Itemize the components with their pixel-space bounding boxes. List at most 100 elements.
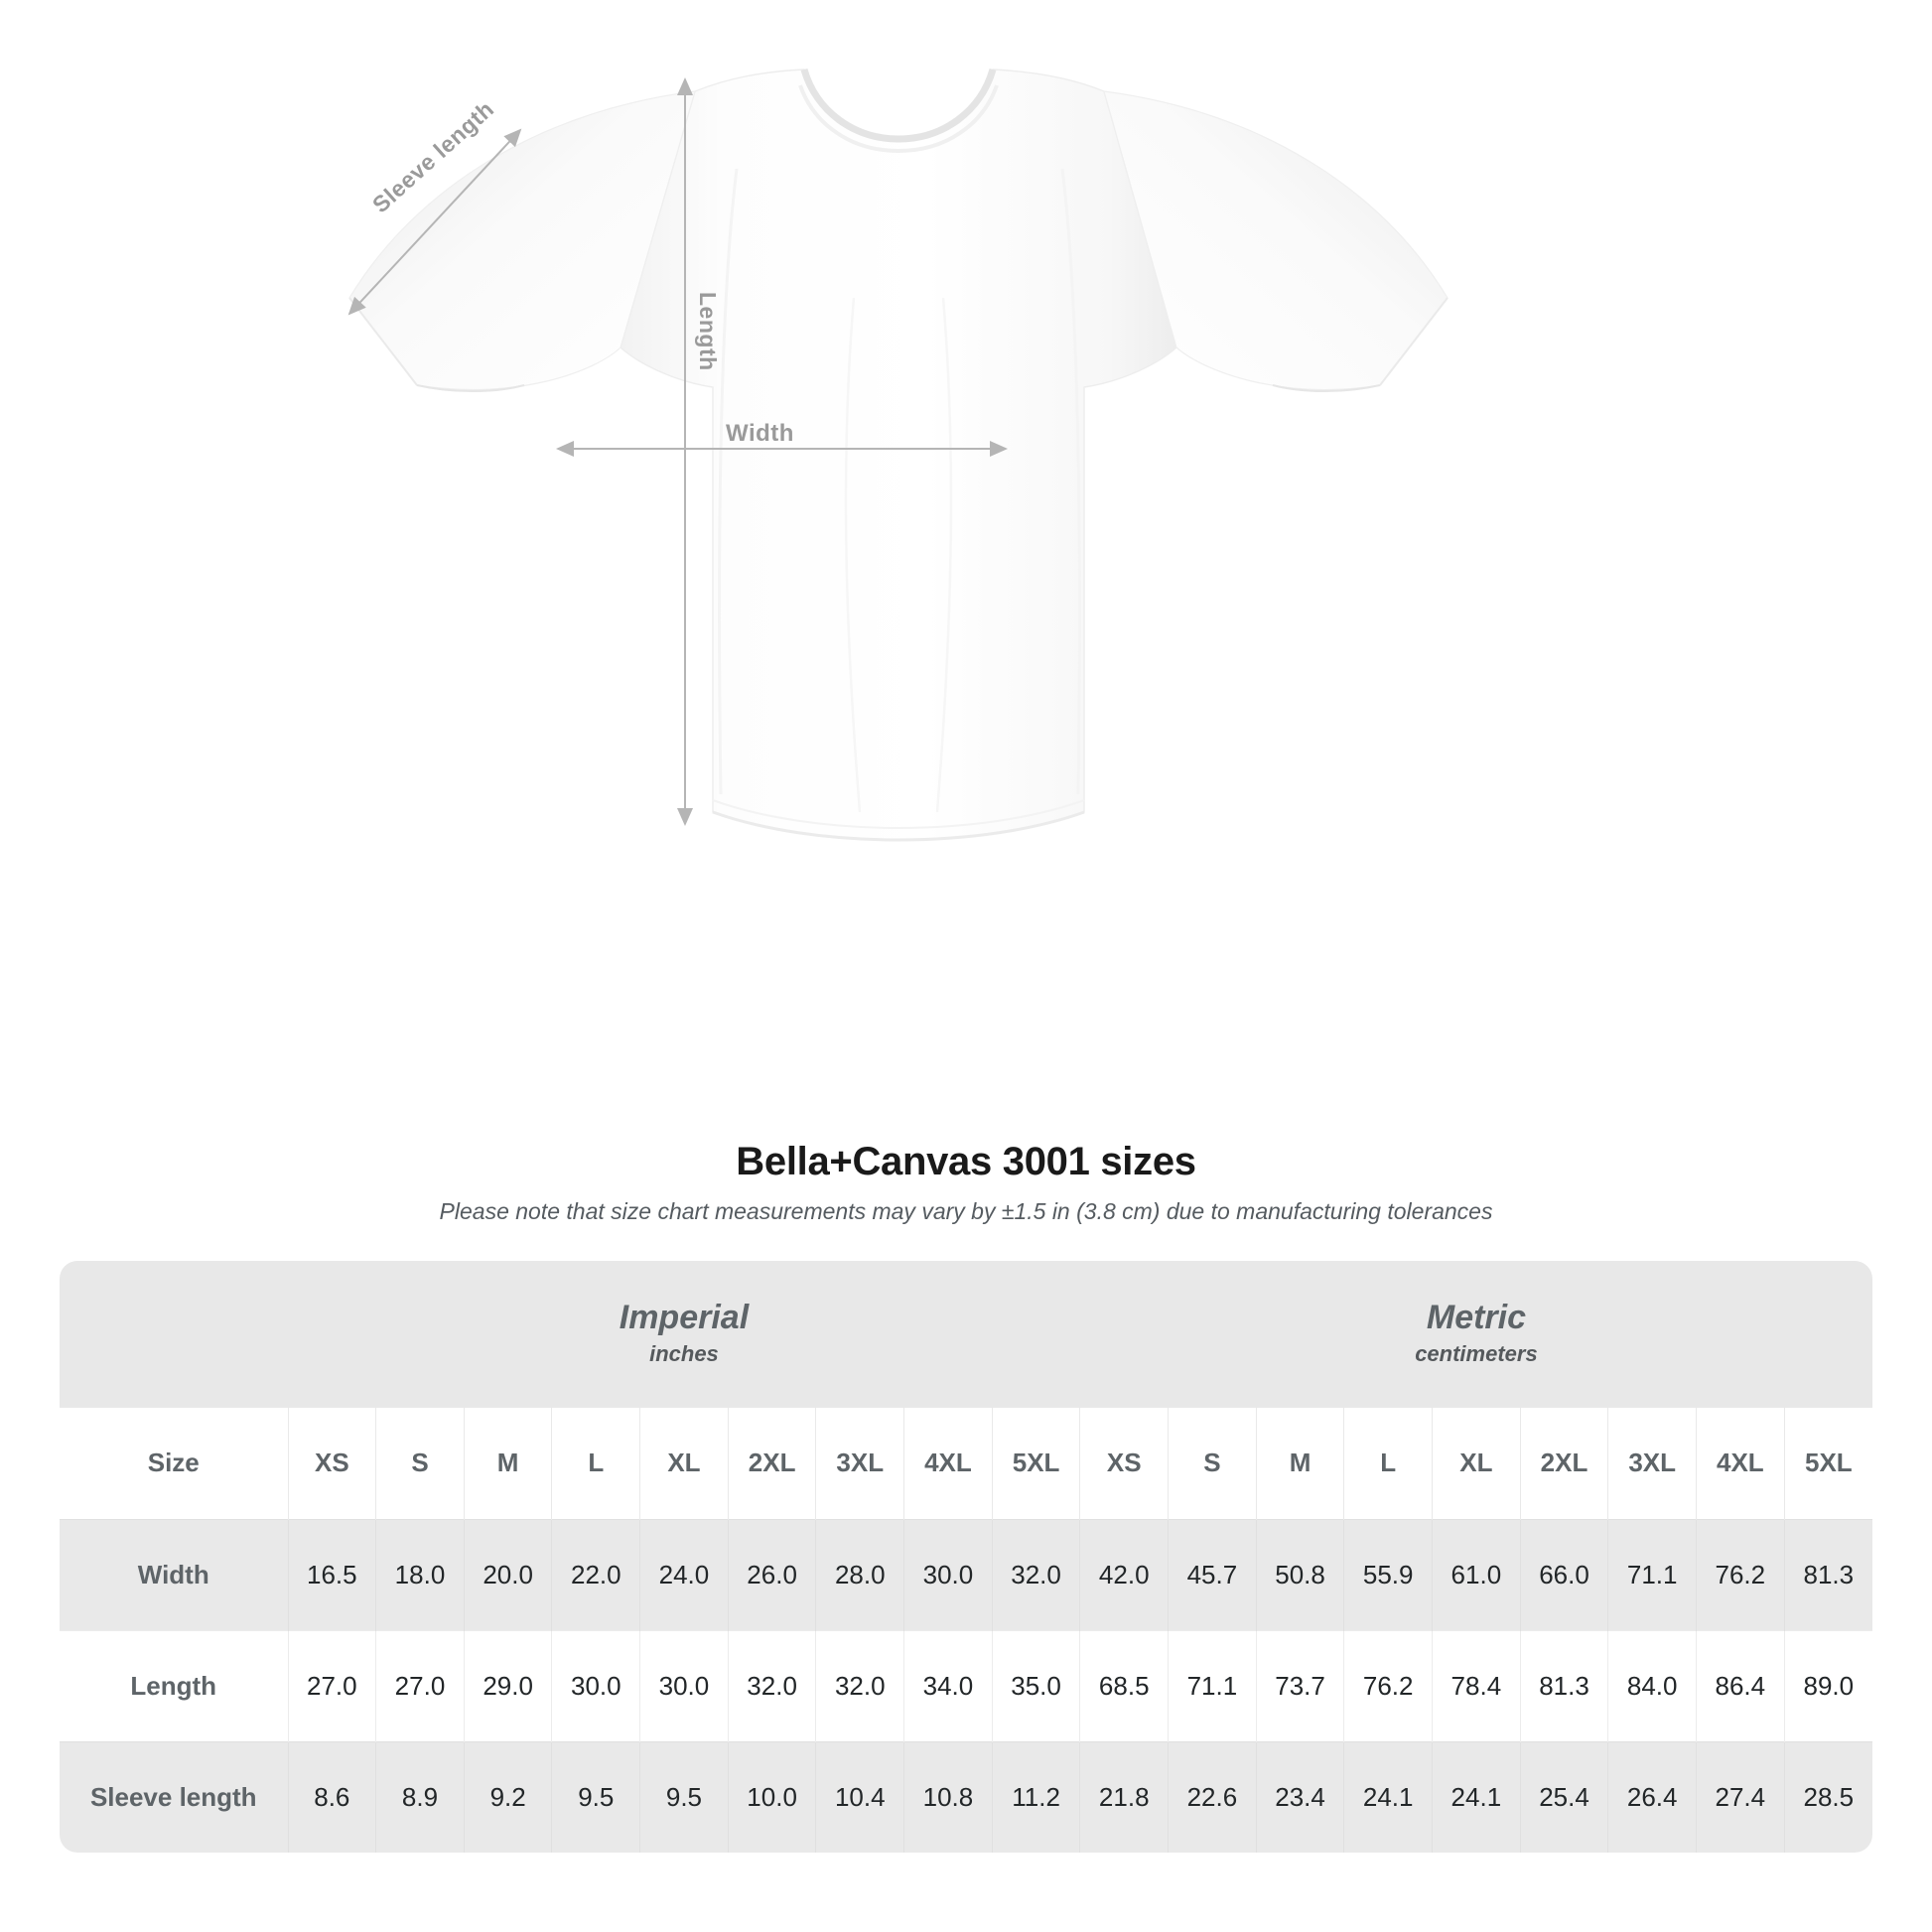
cell-length-imperial-5xl: 35.0 [991, 1629, 1080, 1741]
cell-sleeve-metric-l: 24.1 [1343, 1740, 1433, 1853]
size-header-metric-m: M [1255, 1408, 1344, 1519]
row-label-length: Length [60, 1629, 288, 1741]
measurement-system-row: Imperial inches Metric centimeters [60, 1261, 1872, 1408]
cell-length-metric-2xl: 81.3 [1519, 1629, 1608, 1741]
cell-width-metric-4xl: 76.2 [1696, 1518, 1785, 1630]
cell-length-imperial-2xl: 32.0 [727, 1629, 816, 1741]
cell-sleeve-imperial-s: 8.9 [375, 1740, 465, 1853]
cell-length-metric-m: 73.7 [1255, 1629, 1344, 1741]
cell-sleeve-metric-m: 23.4 [1255, 1740, 1344, 1853]
cell-length-imperial-m: 29.0 [463, 1629, 552, 1741]
size-header-row: Size XS S M L XL 2XL 3XL 4XL 5XL XS S M … [60, 1408, 1872, 1519]
cell-length-imperial-s: 27.0 [375, 1629, 465, 1741]
system-name-imperial: Imperial [619, 1298, 750, 1336]
size-header-imperial-m: M [463, 1408, 552, 1519]
cell-sleeve-imperial-2xl: 10.0 [727, 1740, 816, 1853]
cell-length-metric-4xl: 86.4 [1696, 1629, 1785, 1741]
tolerance-note: Please note that size chart measurements… [439, 1198, 1493, 1224]
system-name-metric: Metric [1426, 1298, 1527, 1336]
cell-sleeve-metric-s: 22.6 [1168, 1740, 1257, 1853]
cell-length-imperial-3xl: 32.0 [815, 1629, 904, 1741]
size-header-metric-s: S [1168, 1408, 1257, 1519]
cell-width-imperial-3xl: 28.0 [815, 1518, 904, 1630]
cell-length-imperial-xs: 27.0 [287, 1629, 376, 1741]
row-label-sleeve-length: Sleeve length [60, 1740, 288, 1853]
tshirt-diagram-svg [347, 68, 1449, 842]
size-header-imperial-4xl: 4XL [903, 1408, 993, 1519]
system-row-blank-cell [60, 1261, 288, 1408]
table-row: Length 27.0 27.0 29.0 30.0 30.0 32.0 32.… [60, 1629, 1872, 1741]
cell-sleeve-metric-5xl: 28.5 [1783, 1740, 1872, 1853]
cell-width-metric-l: 55.9 [1343, 1518, 1433, 1630]
dimension-lines [347, 77, 1008, 826]
size-header-imperial-s: S [375, 1408, 465, 1519]
system-unit-metric: centimeters [1415, 1341, 1538, 1367]
page-title: Bella+Canvas 3001 sizes [736, 1140, 1196, 1183]
cell-width-metric-2xl: 66.0 [1519, 1518, 1608, 1630]
sleeve-length-dimension-line [347, 128, 522, 316]
cell-sleeve-imperial-5xl: 11.2 [991, 1740, 1080, 1853]
size-column-header: Size [60, 1408, 288, 1519]
size-header-imperial-3xl: 3XL [815, 1408, 904, 1519]
cell-length-metric-3xl: 84.0 [1607, 1629, 1697, 1741]
system-unit-imperial: inches [649, 1341, 719, 1367]
size-header-imperial-2xl: 2XL [727, 1408, 816, 1519]
cell-length-metric-l: 76.2 [1343, 1629, 1433, 1741]
size-table-head: Imperial inches Metric centimeters Size … [60, 1261, 1872, 1519]
cell-width-imperial-xs: 16.5 [287, 1518, 376, 1630]
size-header-metric-xs: XS [1079, 1408, 1169, 1519]
length-dimension-label: Length [695, 292, 721, 371]
cell-length-metric-xs: 68.5 [1079, 1629, 1169, 1741]
cell-width-metric-3xl: 71.1 [1607, 1518, 1697, 1630]
cell-length-metric-s: 71.1 [1168, 1629, 1257, 1741]
size-chart-heading: Bella+Canvas 3001 sizes Please note that… [0, 1132, 1932, 1225]
cell-width-metric-s: 45.7 [1168, 1518, 1257, 1630]
size-header-metric-5xl: 5XL [1783, 1408, 1872, 1519]
width-dimension-label: Width [726, 420, 794, 447]
cell-width-imperial-5xl: 32.0 [991, 1518, 1080, 1630]
size-header-metric-3xl: 3XL [1607, 1408, 1697, 1519]
system-header-metric: Metric centimeters [1079, 1261, 1872, 1408]
cell-width-imperial-l: 22.0 [551, 1518, 640, 1630]
cell-width-imperial-s: 18.0 [375, 1518, 465, 1630]
cell-length-imperial-xl: 30.0 [639, 1629, 729, 1741]
cell-width-metric-m: 50.8 [1255, 1518, 1344, 1630]
cell-length-imperial-4xl: 34.0 [903, 1629, 993, 1741]
size-header-metric-2xl: 2XL [1519, 1408, 1608, 1519]
cell-sleeve-metric-2xl: 25.4 [1519, 1740, 1608, 1853]
cell-width-metric-xs: 42.0 [1079, 1518, 1169, 1630]
size-chart-table: Imperial inches Metric centimeters Size … [60, 1261, 1872, 1853]
cell-sleeve-imperial-m: 9.2 [463, 1740, 552, 1853]
size-header-imperial-xl: XL [639, 1408, 729, 1519]
cell-width-imperial-4xl: 30.0 [903, 1518, 993, 1630]
cell-width-metric-xl: 61.0 [1432, 1518, 1521, 1630]
size-header-metric-l: L [1343, 1408, 1433, 1519]
size-header-metric-xl: XL [1432, 1408, 1521, 1519]
cell-sleeve-metric-xs: 21.8 [1079, 1740, 1169, 1853]
cell-sleeve-imperial-4xl: 10.8 [903, 1740, 993, 1853]
cell-length-metric-5xl: 89.0 [1783, 1629, 1872, 1741]
size-table-body: Width 16.5 18.0 20.0 22.0 24.0 26.0 28.0… [60, 1518, 1872, 1853]
size-header-metric-4xl: 4XL [1696, 1408, 1785, 1519]
cell-length-imperial-l: 30.0 [551, 1629, 640, 1741]
cell-sleeve-imperial-xl: 9.5 [639, 1740, 729, 1853]
table-row: Width 16.5 18.0 20.0 22.0 24.0 26.0 28.0… [60, 1518, 1872, 1630]
tshirt-illustration: Sleeve length Length Width [347, 68, 1449, 842]
cell-sleeve-imperial-l: 9.5 [551, 1740, 640, 1853]
cell-width-imperial-2xl: 26.0 [727, 1518, 816, 1630]
cell-width-imperial-xl: 24.0 [639, 1518, 729, 1630]
row-label-width: Width [60, 1518, 288, 1630]
cell-sleeve-metric-4xl: 27.4 [1696, 1740, 1785, 1853]
cell-sleeve-imperial-xs: 8.6 [287, 1740, 376, 1853]
cell-sleeve-metric-xl: 24.1 [1432, 1740, 1521, 1853]
cell-sleeve-imperial-3xl: 10.4 [815, 1740, 904, 1853]
size-table-container: Imperial inches Metric centimeters Size … [60, 1261, 1872, 1853]
cell-sleeve-metric-3xl: 26.4 [1607, 1740, 1697, 1853]
cell-length-metric-xl: 78.4 [1432, 1629, 1521, 1741]
size-header-imperial-l: L [551, 1408, 640, 1519]
tshirt-body-shape [348, 68, 1449, 842]
system-header-imperial: Imperial inches [288, 1261, 1080, 1408]
cell-width-imperial-m: 20.0 [463, 1518, 552, 1630]
cell-width-metric-5xl: 81.3 [1783, 1518, 1872, 1630]
size-header-imperial-5xl: 5XL [991, 1408, 1080, 1519]
